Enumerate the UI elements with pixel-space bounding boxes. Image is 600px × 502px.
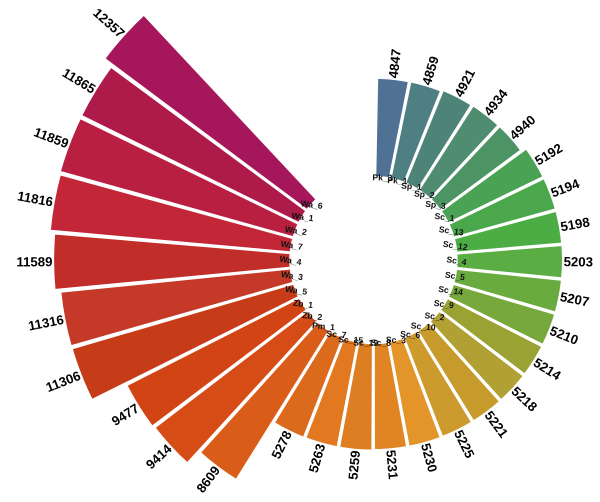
svg-text:11816: 11816 <box>16 188 54 209</box>
svg-text:Wa_2: Wa_2 <box>284 224 308 237</box>
svg-text:5203: 5203 <box>564 254 593 269</box>
svg-text:Sp_3: Sp_3 <box>425 199 447 211</box>
svg-text:Sc_14: Sc_14 <box>438 284 464 298</box>
svg-text:Sc_19: Sc_19 <box>353 337 378 347</box>
svg-text:Sc_2: Sc_2 <box>424 310 445 322</box>
svg-text:Zb_2: Zb_2 <box>302 310 323 322</box>
svg-text:Sc_3: Sc_3 <box>386 334 407 345</box>
svg-text:Sc_8: Sc_8 <box>371 338 391 348</box>
svg-text:Sc_6: Sc_6 <box>400 329 421 340</box>
svg-text:Wa_7: Wa_7 <box>280 239 304 252</box>
svg-text:Wa_4: Wa_4 <box>279 254 303 267</box>
svg-text:11589: 11589 <box>16 254 52 269</box>
svg-text:Sp_1: Sp_1 <box>401 180 422 191</box>
svg-text:Sc_13: Sc_13 <box>438 224 464 238</box>
svg-text:5259: 5259 <box>345 450 363 481</box>
svg-text:Sc_7: Sc_7 <box>326 329 347 340</box>
svg-text:Sc_15: Sc_15 <box>338 334 363 345</box>
svg-text:Sc_4: Sc_4 <box>446 254 468 267</box>
svg-text:Zb_1: Zb_1 <box>292 298 313 311</box>
svg-text:Sc_5: Sc_5 <box>444 269 466 282</box>
svg-text:Wa_3: Wa_3 <box>280 269 304 282</box>
svg-text:5207: 5207 <box>559 289 591 309</box>
svg-text:Pk_3: Pk_3 <box>372 172 392 182</box>
svg-text:Pm_1: Pm_1 <box>312 320 336 332</box>
svg-text:Pk_1: Pk_1 <box>387 175 408 186</box>
svg-text:5231: 5231 <box>383 449 401 480</box>
svg-text:Wa_5: Wa_5 <box>285 284 309 297</box>
svg-text:4847: 4847 <box>386 48 404 79</box>
svg-text:Sc_1: Sc_1 <box>434 211 455 224</box>
svg-text:5198: 5198 <box>559 214 591 234</box>
svg-text:Wa_6: Wa_6 <box>300 198 323 211</box>
svg-text:Sc_12: Sc_12 <box>442 239 468 253</box>
svg-text:Sp_2: Sp_2 <box>414 188 436 200</box>
svg-text:11316: 11316 <box>27 312 65 333</box>
svg-text:Sc_9: Sc_9 <box>433 298 454 311</box>
svg-text:Wa_1: Wa_1 <box>291 210 314 223</box>
svg-text:Sc_10: Sc_10 <box>410 320 436 332</box>
